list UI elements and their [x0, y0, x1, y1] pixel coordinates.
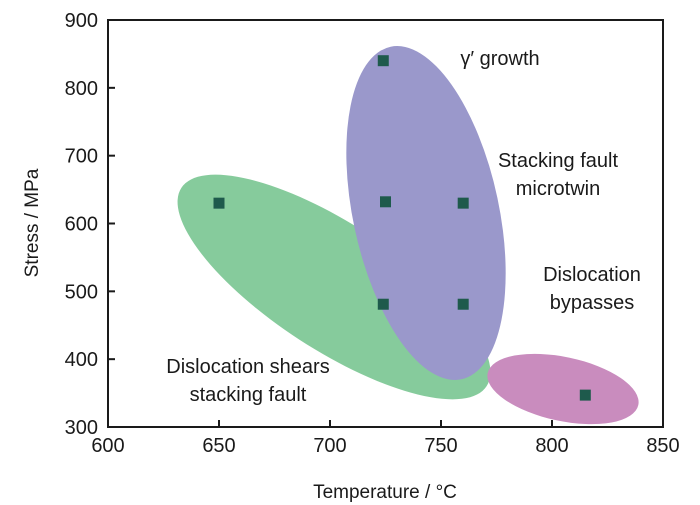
x-axis-ticks: 600 650 700 750 800 850 [91, 420, 680, 457]
y-tick-label-800: 800 [65, 78, 98, 100]
x-tick-label-600: 600 [91, 435, 124, 457]
x-axis-title: Temperature / °C [313, 482, 457, 503]
y-axis-title: Stress / MPa [22, 168, 43, 277]
y-axis-ticks: 300 400 500 600 700 800 900 [65, 10, 115, 439]
label-stacking-fault-microtwin-line-1: Stacking fault [498, 150, 619, 172]
x-tick-label-800: 800 [535, 435, 568, 457]
data-point-3 [380, 196, 391, 208]
y-tick-label-400: 400 [65, 349, 98, 371]
label-gamma-growth-line-1: γ′ growth [460, 48, 539, 70]
x-tick-label-750: 750 [424, 435, 457, 457]
region-ellipses [177, 46, 639, 425]
y-tick-label-500: 500 [65, 281, 98, 303]
y-tick-label-300: 300 [65, 417, 98, 439]
y-tick-label-600: 600 [65, 214, 98, 236]
x-tick-label-650: 650 [202, 435, 235, 457]
label-dislocation-shears-line-2: stacking fault [190, 384, 307, 406]
x-tick-label-700: 700 [313, 435, 346, 457]
data-points [213, 55, 591, 401]
data-point-7 [579, 389, 591, 401]
data-point-4 [457, 197, 469, 209]
data-point-2 [377, 55, 389, 67]
data-point-1 [213, 197, 225, 209]
label-stacking-fault-microtwin-line-2: microtwin [516, 178, 600, 200]
label-dislocation-bypasses-line-1: Dislocation [543, 264, 641, 286]
y-tick-label-700: 700 [65, 146, 98, 168]
region-microtwin-ellipse [346, 46, 506, 380]
region-bypass-ellipse [487, 353, 639, 425]
label-dislocation-shears-line-1: Dislocation shears [166, 356, 329, 378]
region-labels: Dislocation shears stacking fault γ′ growt… [166, 48, 641, 406]
data-point-6 [457, 298, 469, 310]
label-dislocation-bypasses-line-2: bypasses [550, 292, 635, 314]
data-point-5 [377, 298, 389, 310]
y-tick-label-900: 900 [65, 10, 98, 32]
x-tick-label-850: 850 [646, 435, 679, 457]
